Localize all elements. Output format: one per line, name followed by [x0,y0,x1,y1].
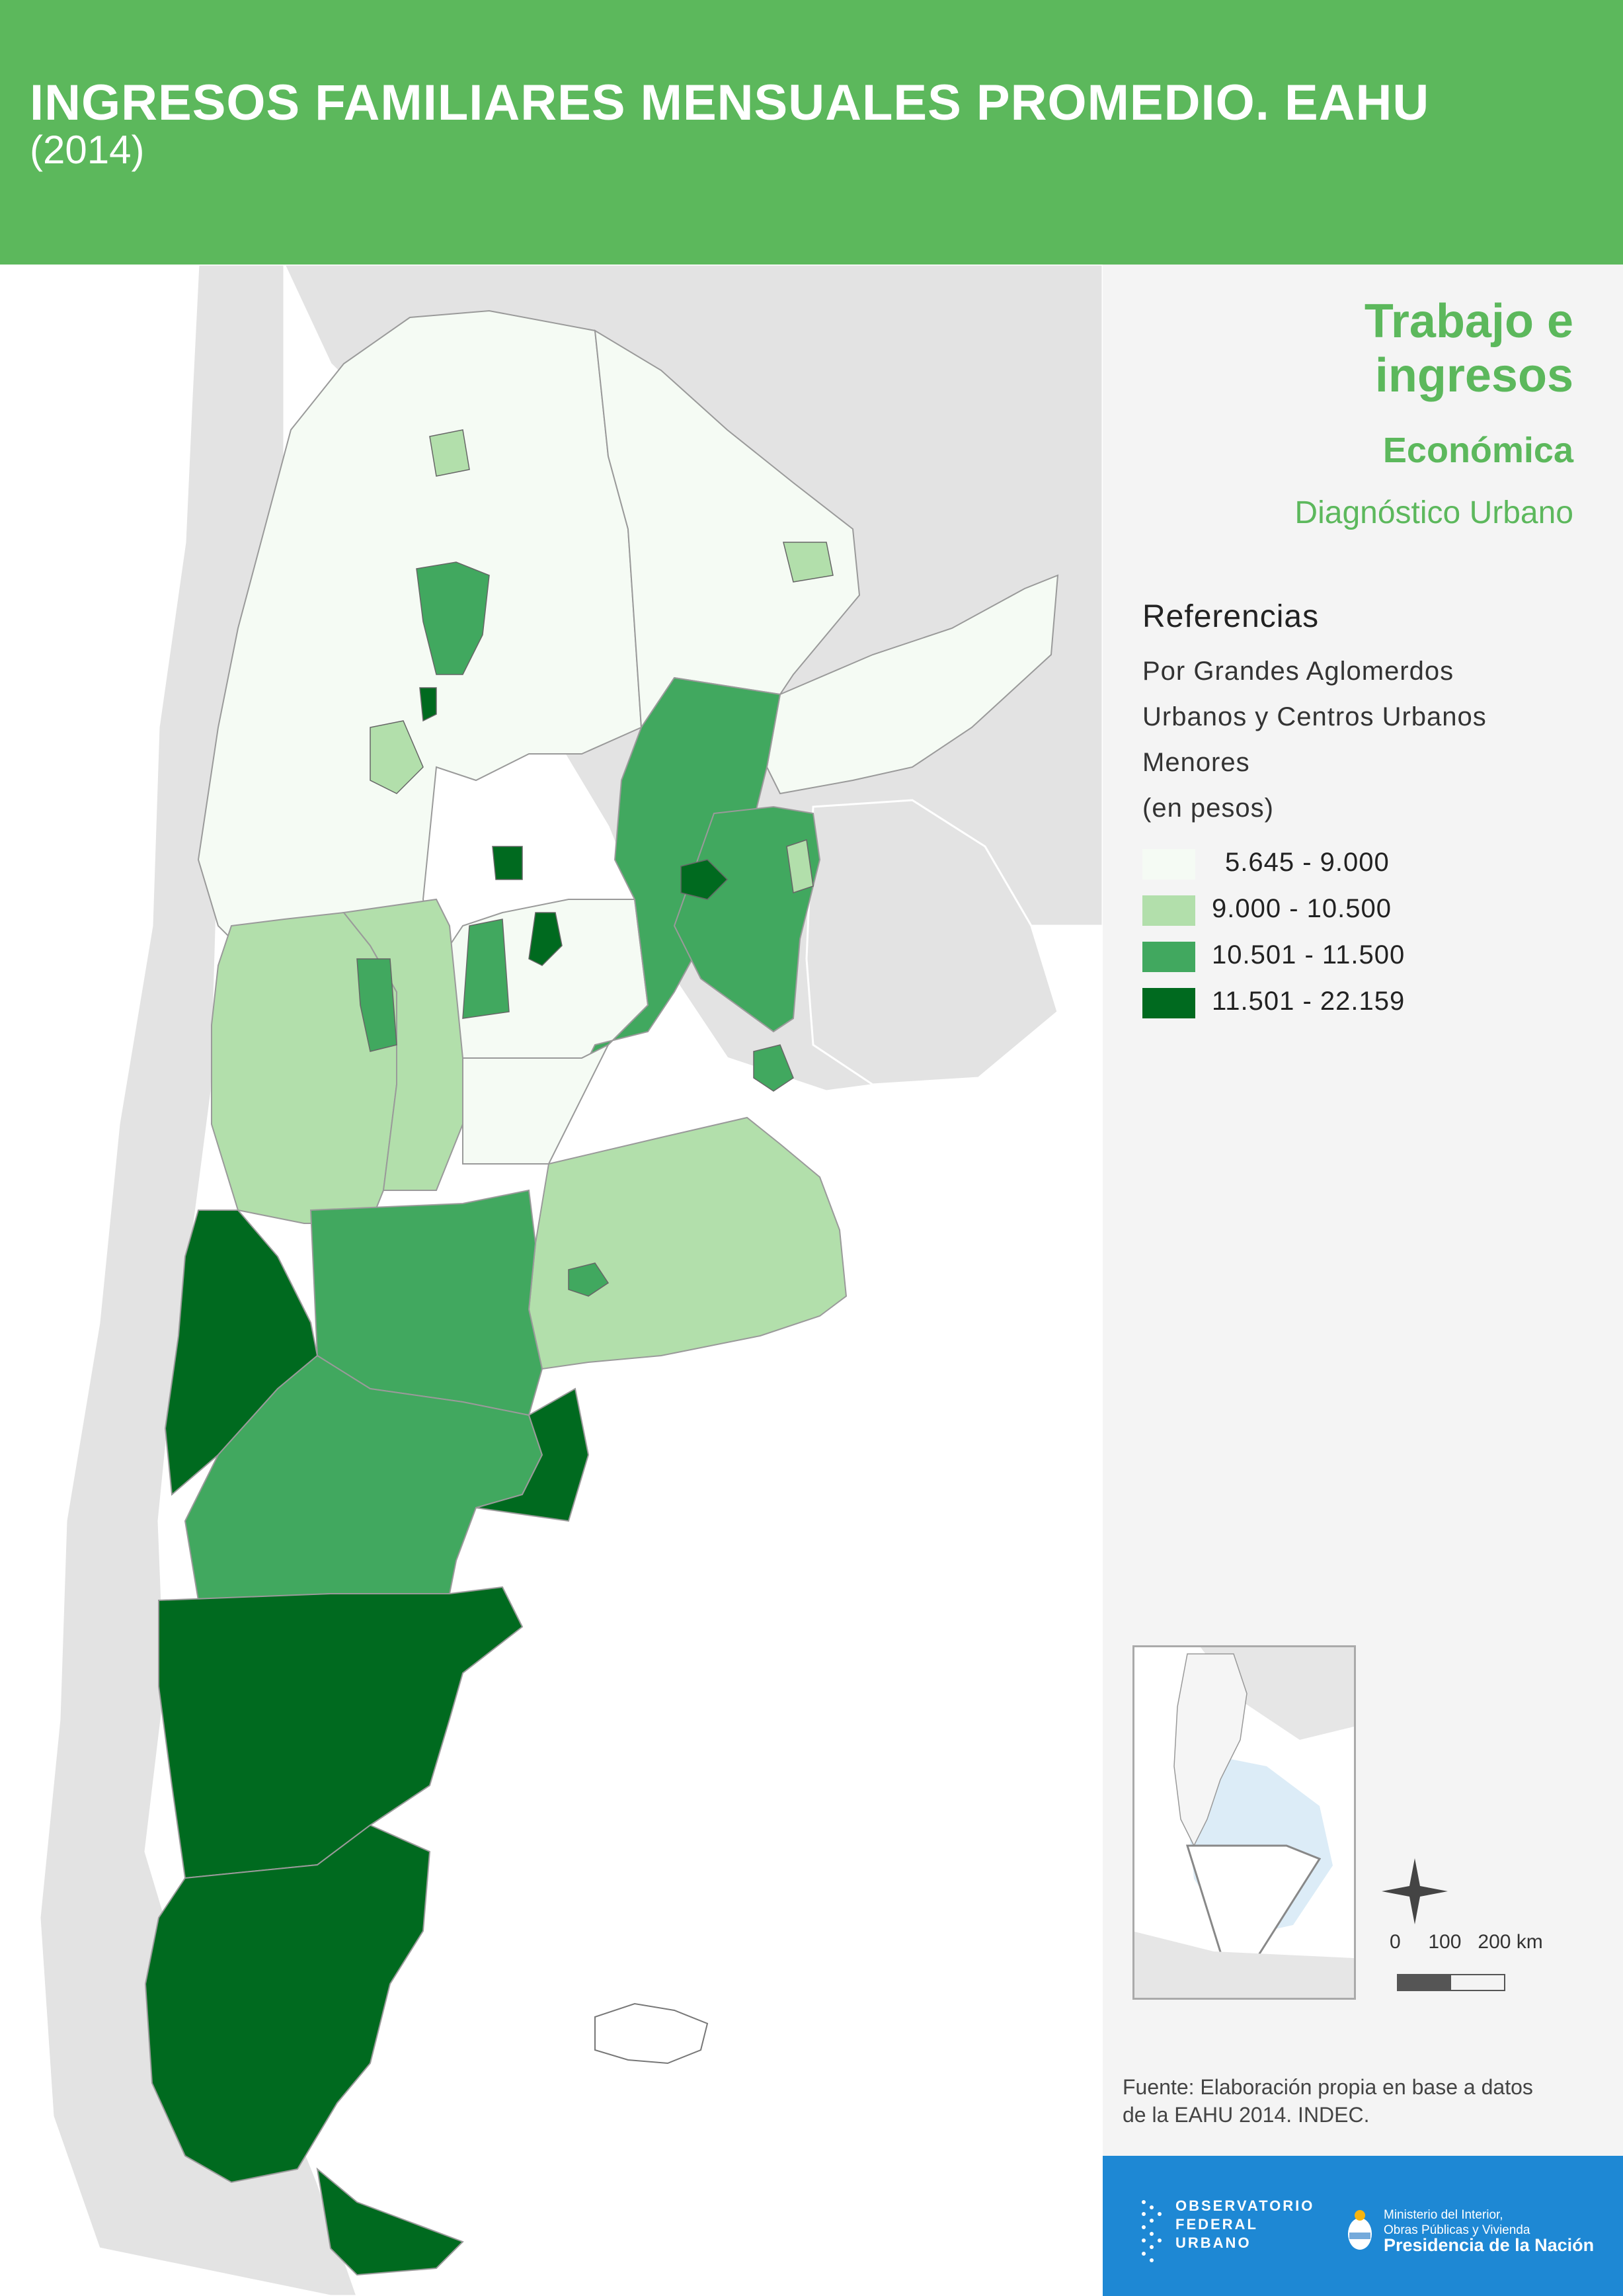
inset-map [1132,1645,1356,2000]
urban-gba[interactable] [753,1044,794,1092]
legend-swatch [1142,942,1195,972]
argentina-map[interactable] [0,265,1103,2296]
theme-section: Diagnóstico Urbano [1294,495,1573,530]
urban-cordoba-city[interactable] [492,846,523,880]
region-cordoba-south[interactable] [462,1043,610,1165]
urban-salta[interactable] [416,561,490,675]
urban-mendoza[interactable] [356,958,397,1052]
org1-line-2: FEDERAL [1175,2216,1258,2233]
references-title: Referencias [1142,599,1320,634]
org2-line-2: Obras Públicas y Vivienda [1384,2223,1530,2237]
legend-label: 5.645 - 9.000 [1225,848,1390,877]
region-tierra-del-fuego[interactable] [316,2167,464,2276]
legend-label: 9.000 - 10.500 [1212,894,1392,923]
argentina-seal-icon [1348,2210,1372,2250]
islands-malvinas[interactable] [594,2002,709,2065]
urban-jujuy[interactable] [429,429,470,477]
region-buenos-aires[interactable] [528,1116,848,1370]
source-note: Fuente: Elaboración propia en base a dat… [1123,2073,1533,2129]
references-line-4: (en pesos) [1142,794,1274,823]
ministry-name: Ministerio del Interior, Obras Públicas … [1384,2207,1595,2255]
region-chubut[interactable] [158,1586,524,1879]
legend-swatch [1142,988,1195,1018]
region-bahia-blanca[interactable] [475,1387,590,1522]
org2-line-1: Ministerio del Interior, [1384,2208,1503,2222]
region-santa-cruz[interactable] [144,1824,431,2184]
inset-map-graphic [1134,1647,1354,1998]
urban-posadas[interactable] [786,839,814,893]
urban-san-luis-city[interactable] [462,919,510,1019]
scale-labels: 0 100 200 km [1390,1931,1543,1953]
header-band: INGRESOS FAMILIARES MENSUALES PROMEDIO. … [0,0,1623,265]
urban-mar-del-plata[interactable] [568,1262,610,1297]
legend-label: 11.501 - 22.159 [1212,987,1405,1016]
urban-tucuman[interactable] [419,687,437,722]
references-line-2: Urbanos y Centros Urbanos [1142,702,1487,731]
org1-line-1: OBSERVATORIO [1175,2197,1315,2214]
region-misiones[interactable] [766,574,1059,795]
region-chaco[interactable] [594,329,861,730]
legend-swatch [1142,849,1195,880]
map-year: (2014) [30,128,145,172]
urban-rio-cuarto[interactable] [528,912,563,966]
urban-santiago[interactable] [370,720,424,794]
compass-rose-icon [1382,1858,1448,1924]
source-line-1: Fuente: Elaboración propia en base a dat… [1123,2075,1533,2099]
legend-swatch [1142,895,1195,926]
map-canvas[interactable] [0,265,1103,2296]
map-title: INGRESOS FAMILIARES MENSUALES PROMEDIO. … [30,75,1430,131]
theme-category: Económica [1382,430,1573,470]
source-line-2: de la EAHU 2014. INDEC. [1123,2103,1370,2127]
org2-line-3: Presidencia de la Nación [1384,2235,1595,2255]
observatorio-logo-icon [1142,2200,1162,2262]
urban-rosario[interactable] [680,859,729,900]
theme-title: Trabajo e ingresos [1364,295,1573,402]
urban-formosa[interactable] [783,542,834,583]
org1-line-3: URBANO [1175,2234,1251,2251]
scale-bar [1397,1974,1505,1991]
references-line-1: Por Grandes Aglomerdos [1142,657,1454,686]
neighbor-uruguay [805,799,1059,1086]
legend-label: 10.501 - 11.500 [1212,940,1405,969]
references-line-3: Menores [1142,748,1250,777]
observatorio-name: OBSERVATORIO FEDERAL URBANO [1175,2197,1314,2252]
